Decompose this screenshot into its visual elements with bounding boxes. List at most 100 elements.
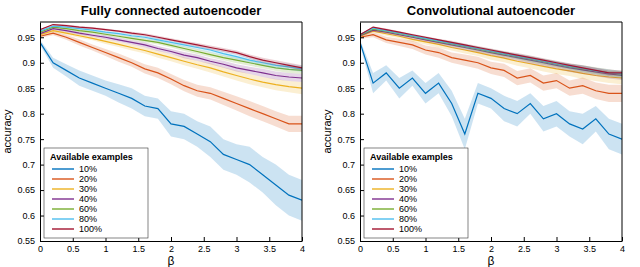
legend-swatch [52,228,74,229]
x-tick-mark [491,237,492,241]
series-line [40,29,302,78]
x-tick-label: 0.5 [67,244,80,254]
y-tick-label: 0.7 [22,160,35,170]
x-tick-label: 1 [423,244,428,254]
y-tick-label: 0.85 [17,84,35,94]
y-tick-mark [360,88,364,89]
error-band [360,29,622,80]
panel: 00.511.522.533.540.550.60.650.70.750.80.… [321,3,625,267]
y-tick-mark [40,190,44,191]
y-tick-mark [360,241,364,242]
x-tick: 3 [554,237,559,254]
y-tick: 0.8 [22,109,44,119]
y-tick-mark [360,190,364,191]
y-axis-label: accuracy [321,109,333,154]
y-tick-mark [40,139,44,140]
x-tick: 2.5 [198,237,211,254]
legend-swatch [52,218,74,219]
x-tick-label: 4 [300,244,305,254]
x-axis: 00.511.522.533.54 [358,237,625,254]
frame [302,22,303,241]
legend-label: 30% [399,184,417,194]
y-tick: 0.8 [342,109,364,119]
error-band [360,27,622,76]
legend-label: 40% [79,194,97,204]
y-tick: 0.55 [17,236,44,246]
x-tick-label: 2 [169,244,174,254]
y-tick-mark [40,241,44,242]
x-axis-label: β [168,254,175,267]
x-tick-mark [557,237,558,241]
y-tick-label: 0.75 [337,135,355,145]
x-tick-label: 3 [234,244,239,254]
title: Convolutional autoencoder [407,3,575,18]
y-tick: 0.9 [342,58,364,68]
y-tick-mark [360,37,364,38]
y-tick-label: 0.85 [337,84,355,94]
y-tick-label: 0.95 [337,33,355,43]
x-axis-line [41,241,303,242]
x-tick: 1.5 [132,237,145,254]
plot-marks [40,24,302,221]
legend-label: 80% [399,214,417,224]
y-tick-mark [360,114,364,115]
error-band [40,24,302,70]
y-axis-label: accuracy [1,109,13,154]
y-tick-mark [360,63,364,64]
x-tick-label: 2 [489,244,494,254]
x-tick: 1.5 [452,237,465,254]
legend-swatch [372,188,394,189]
x-tick: 0.5 [387,237,400,254]
x-tick: 2 [169,237,174,254]
frame [622,22,623,241]
y-tick-label: 0.65 [17,185,35,195]
y-tick: 0.95 [337,33,364,43]
x-tick: 1 [103,237,108,254]
y-tick: 0.65 [337,185,364,195]
y-axis-line [360,23,361,242]
y-tick: 0.75 [337,135,364,145]
title: Fully connected autoencoder [81,3,262,18]
legend-box [44,148,148,238]
legend-swatch [372,218,394,219]
y-tick-mark [40,88,44,89]
legend-swatch [52,188,74,189]
x-tick-label: 1.5 [132,244,145,254]
legend-label: 100% [399,224,422,234]
legend-swatch [52,168,74,169]
x-axis-line [361,241,623,242]
y-tick: 0.55 [337,236,364,246]
legend-label: 10% [79,164,97,174]
series-line [40,25,302,68]
y-tick-label: 0.9 [22,58,35,68]
x-tick-label: 4 [620,244,625,254]
x-tick: 3 [234,237,239,254]
y-axis: 0.550.60.650.70.750.80.850.90.95 [17,23,44,247]
y-axis-line [40,23,41,242]
y-tick-label: 0.8 [22,109,35,119]
figure: 00.511.522.533.540.550.60.650.70.750.80.… [0,0,640,267]
y-tick: 0.85 [17,84,44,94]
x-tick-label: 2.5 [198,244,211,254]
series-line [360,27,622,73]
x-tick-label: 0 [38,244,43,254]
x-tick-mark [524,237,525,241]
y-tick-label: 0.7 [342,160,355,170]
y-tick: 0.85 [337,84,364,94]
error-band [40,26,302,74]
y-tick: 0.95 [17,33,44,43]
error-band [40,28,302,82]
legend-title: Available examples [370,152,453,162]
legend-label: 60% [399,204,417,214]
error-band [40,25,302,72]
y-tick-mark [360,165,364,166]
frame [360,22,622,23]
legend-label: 20% [399,174,417,184]
legend-title: Available examples [50,152,133,162]
x-tick-mark [171,237,172,241]
x-tick: 3.5 [263,237,276,254]
y-tick-mark [360,139,364,140]
x-tick-label: 1 [103,244,108,254]
x-tick: 0.5 [67,237,80,254]
x-tick-label: 3 [554,244,559,254]
